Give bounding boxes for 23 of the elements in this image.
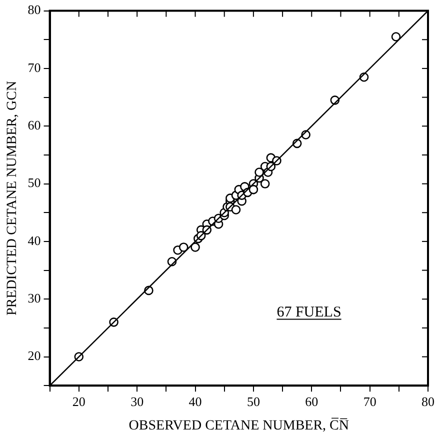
y-tick-label: 40 (28, 232, 41, 248)
x-tick-label: 40 (188, 394, 202, 409)
annotation: 67 FUELS (276, 304, 342, 320)
x-tick-label: 50 (246, 394, 260, 409)
x-tick-label: 70 (363, 394, 376, 409)
point (231, 205, 241, 214)
point (190, 242, 200, 252)
x-tick-label: 20 (72, 394, 86, 409)
y-axis-title: PREDICTED CETANE NUMBER, GCN (5, 80, 20, 316)
point (178, 242, 188, 252)
point (248, 184, 258, 194)
y-tick-label: 70 (28, 60, 41, 75)
y-tick-label: 80 (28, 2, 41, 18)
y-tick-label: 30 (28, 290, 41, 306)
x-axis-title: OBSERVED CETANE NUMBER, C̅N̅ (128, 418, 350, 434)
y-tick-label: 20 (28, 348, 41, 364)
x-tick-label: 30 (130, 394, 144, 409)
x-tick-label: 80 (422, 394, 434, 409)
y-tick-label: 60 (28, 118, 41, 133)
point (260, 179, 270, 188)
y-tick-label: 50 (28, 175, 41, 190)
x-tick-label: 60 (305, 394, 318, 409)
point (391, 32, 401, 42)
